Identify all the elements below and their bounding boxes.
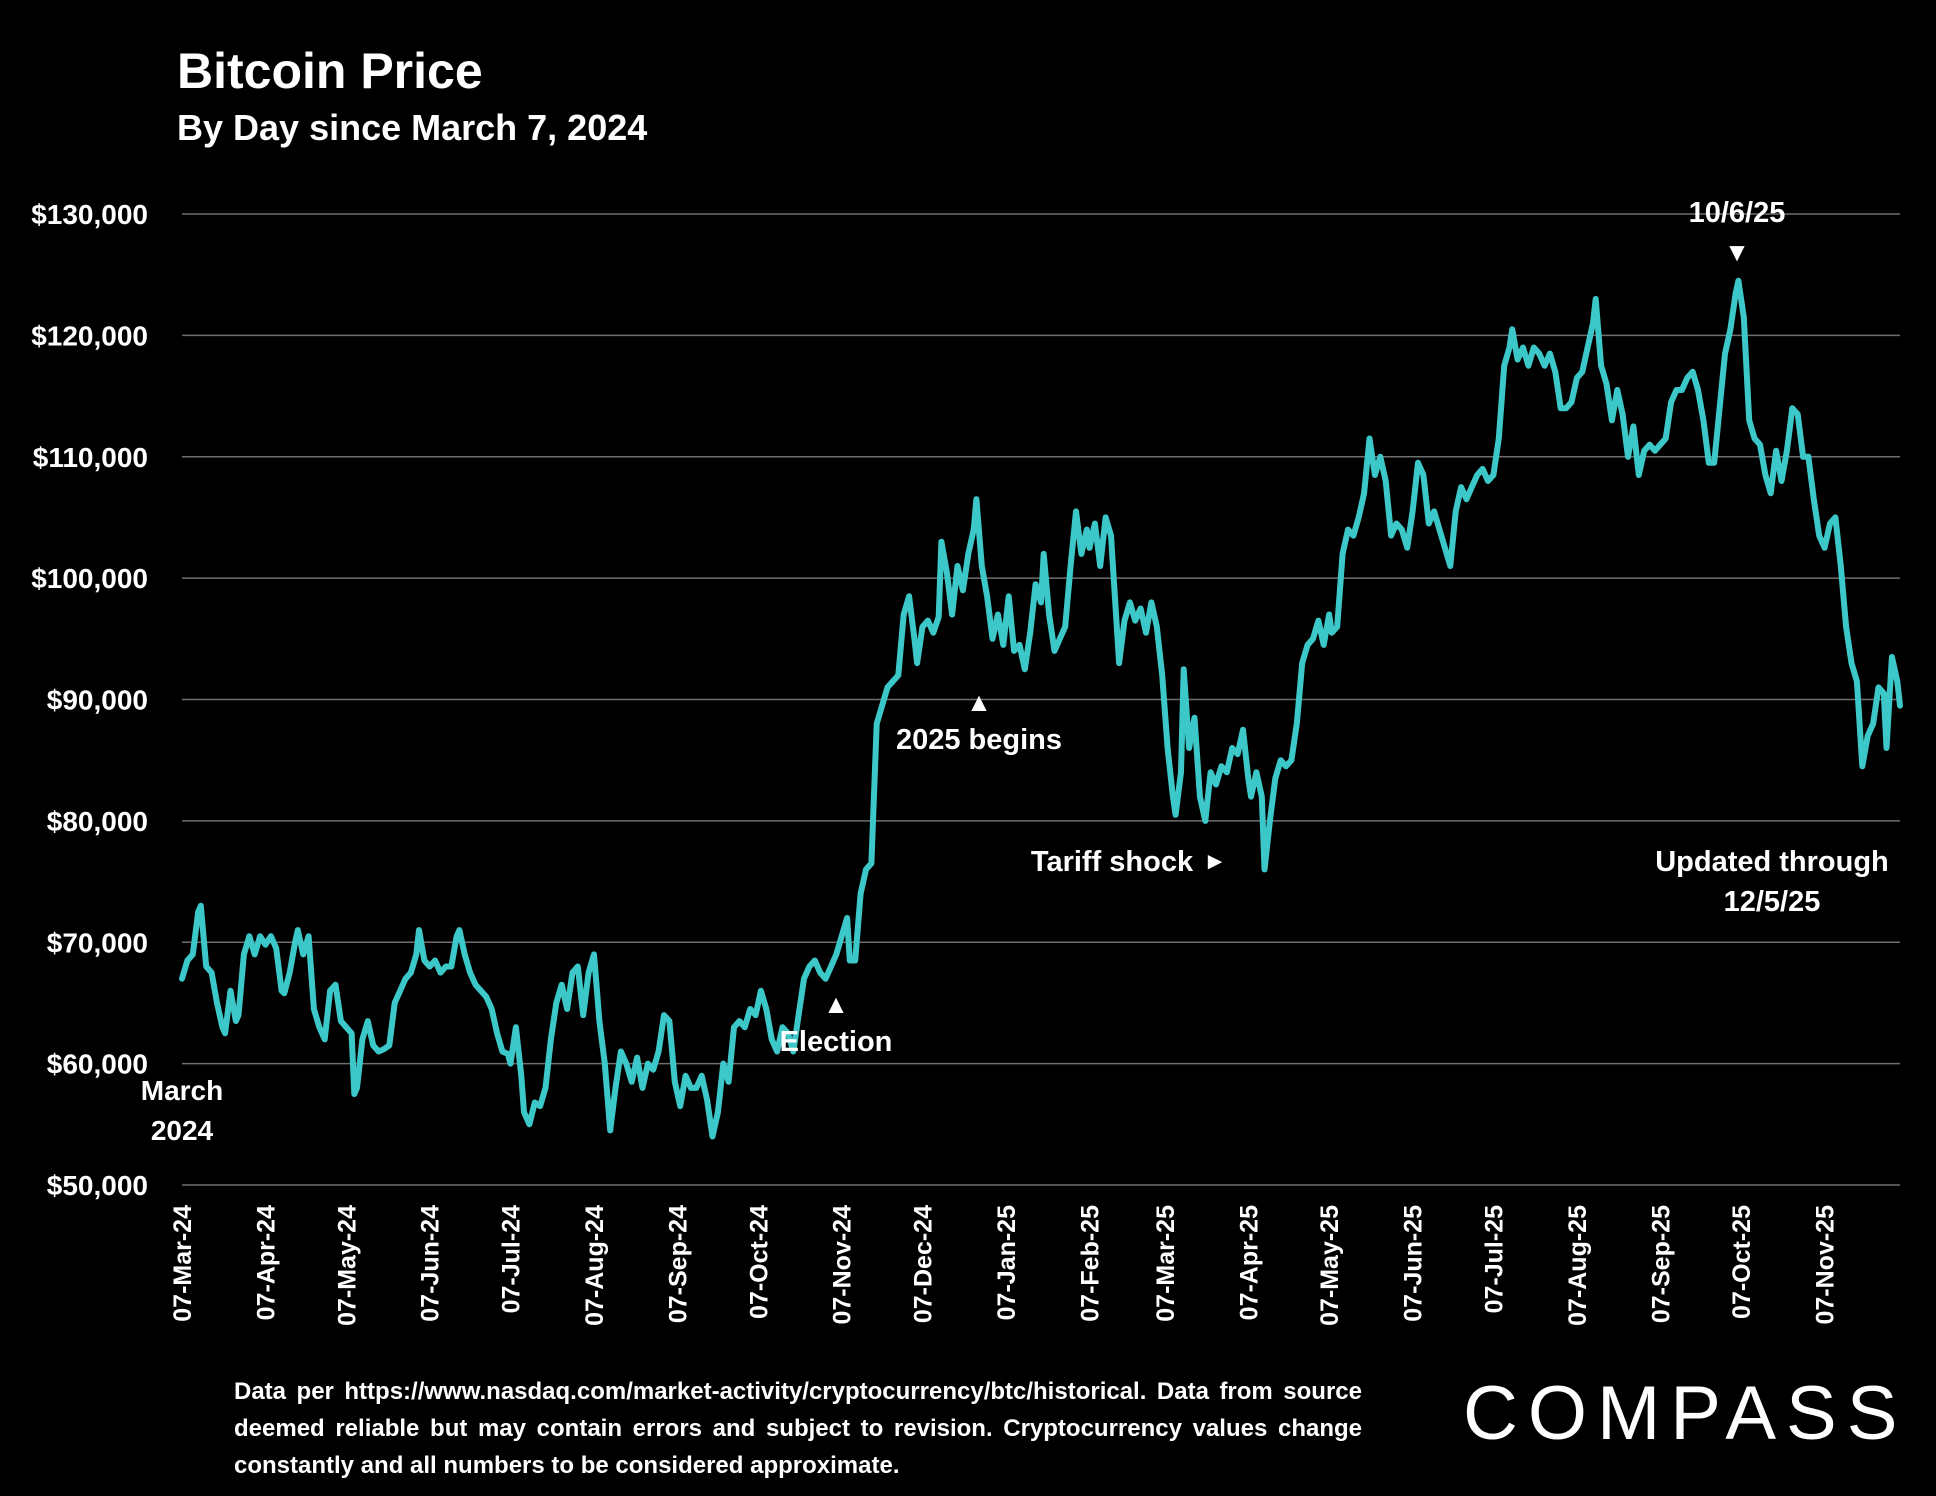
x-tick-label: 07-Nov-24 (829, 1205, 857, 1325)
chart-subtitle: By Day since March 7, 2024 (177, 107, 648, 148)
x-tick-label: 07-Jan-25 (993, 1205, 1021, 1320)
x-tick-label: 07-Jul-25 (1480, 1205, 1508, 1313)
y-tick-label: $90,000 (47, 685, 148, 716)
annotation-updated-line1: Updated through (1655, 846, 1889, 878)
x-tick-label: 07-Jun-25 (1400, 1205, 1428, 1322)
series-line (179, 277, 1903, 1140)
y-tick-label: $100,000 (31, 563, 148, 594)
x-tick-label: 07-Sep-25 (1647, 1205, 1675, 1323)
x-tick-label: 07-Sep-24 (664, 1205, 692, 1323)
x-tick-label: 07-May-25 (1316, 1205, 1344, 1326)
annotations: March 2024 ▲ Election ▲ 2025 begins Tari… (141, 197, 1889, 1146)
source-footnote: Data per https://www.nasdaq.com/market-a… (234, 1378, 1362, 1479)
y-tick-label: $80,000 (47, 806, 148, 837)
annotation-march-line1: March (141, 1075, 223, 1106)
annotation-election-label: Election (780, 1026, 893, 1058)
y-tick-label: $60,000 (47, 1049, 148, 1080)
annotation-peak-arrow: ▼ (1724, 237, 1750, 267)
compass-logo: COMPASS (1463, 1371, 1908, 1456)
y-tick-label: $70,000 (47, 927, 148, 958)
y-tick-label: $130,000 (31, 199, 148, 230)
gridlines (182, 213, 1900, 1186)
y-tick-label: $120,000 (31, 320, 148, 351)
annotation-election-arrow: ▲ (823, 989, 849, 1019)
x-tick-label: 07-Jul-24 (498, 1205, 526, 1313)
x-tick-label: 07-Apr-25 (1235, 1205, 1263, 1320)
annotation-tariff-arrow: ► (1203, 848, 1227, 875)
x-tick-label: 07-Mar-24 (169, 1205, 197, 1322)
annotation-2025-arrow: ▲ (966, 687, 992, 717)
x-tick-label: 07-Nov-25 (1812, 1205, 1840, 1325)
chart-title: Bitcoin Price (177, 43, 483, 99)
y-tick-label: $110,000 (33, 442, 148, 473)
x-tick-label: 07-Dec-24 (910, 1205, 938, 1323)
x-tick-label: 07-May-24 (333, 1205, 361, 1326)
x-tick-label: 07-Feb-25 (1076, 1205, 1104, 1322)
x-tick-label: 07-Aug-24 (581, 1205, 609, 1326)
annotation-updated-line2: 12/5/25 (1724, 886, 1821, 918)
annotation-2025-label: 2025 begins (896, 724, 1062, 756)
x-tick-label: 07-Apr-24 (252, 1205, 280, 1320)
y-tick-label: $50,000 (47, 1170, 148, 1201)
annotation-march-line2: 2024 (151, 1115, 214, 1146)
x-axis-tick-labels: 07-Mar-24 07-Apr-24 07-May-24 07-Jun-24 07-J… (169, 1205, 1840, 1326)
annotation-peak-label: 10/6/25 (1689, 197, 1786, 229)
series-layer (179, 277, 1903, 1140)
x-tick-label: 07-Jun-24 (417, 1205, 445, 1322)
x-tick-label: 07-Mar-25 (1152, 1205, 1180, 1322)
y-axis-tick-labels: $50,000 $60,000 $70,000 $80,000 $90,000 $100,… (31, 199, 148, 1201)
x-tick-label: 07-Oct-25 (1728, 1205, 1756, 1319)
x-tick-label: 07-Aug-25 (1564, 1205, 1592, 1326)
x-tick-label: 07-Oct-24 (745, 1205, 773, 1319)
annotation-tariff-label: Tariff shock (1031, 846, 1194, 878)
